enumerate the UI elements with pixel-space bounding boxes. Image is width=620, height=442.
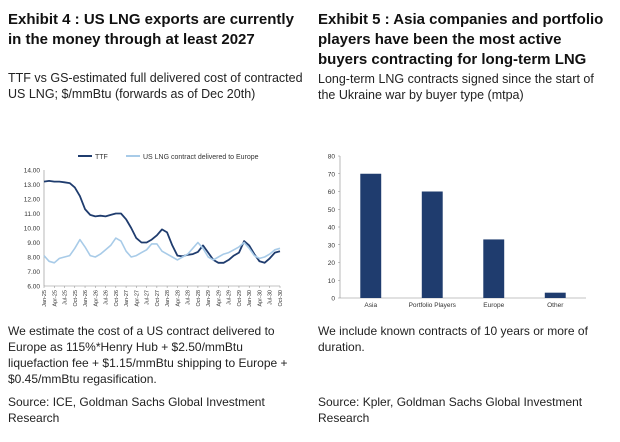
x-tick-label: Jul-29 <box>227 290 233 305</box>
exhibit-5-title: Exhibit 5 : Asia companies and portfolio… <box>318 11 604 68</box>
legend-label-1: US LNG contract delivered to Europe <box>143 154 259 161</box>
bar-portfolio-players <box>421 191 443 298</box>
legend-label-0: TTF <box>95 154 108 161</box>
y-tick-label: 8.00 <box>27 255 40 262</box>
y-tick-label: 9.00 <box>27 240 40 247</box>
x-tick-label: Jul-30 <box>268 290 274 305</box>
exhibit-4-panel: Exhibit 4 : US LNG exports are currently… <box>8 0 308 442</box>
x-tick-label: Apr-26 <box>93 290 99 307</box>
x-tick-label: Jan-29 <box>206 290 212 307</box>
x-tick-label: Jul-26 <box>104 290 110 305</box>
x-category-label: Portfolio Players <box>409 302 457 309</box>
y-tick-label: 70 <box>328 171 336 178</box>
x-tick-label: Jan-30 <box>247 290 253 307</box>
x-tick-label: Apr-27 <box>134 290 140 307</box>
x-category-label: Europe <box>483 302 504 309</box>
x-tick-label: Oct-26 <box>114 290 120 307</box>
x-tick-label: Oct-27 <box>155 290 161 307</box>
x-tick-label: Oct-28 <box>196 290 202 307</box>
exhibit-4-title: Exhibit 4 : US LNG exports are currently… <box>8 11 294 48</box>
y-tick-label: 12.00 <box>24 197 41 204</box>
exhibit-4-subtitle: TTF vs GS-estimated full delivered cost … <box>8 71 303 101</box>
x-tick-label: Apr-30 <box>257 290 263 307</box>
x-tick-label: Jan-28 <box>165 290 171 307</box>
x-tick-label: Apr-25 <box>52 290 58 307</box>
x-tick-label: Oct-30 <box>278 290 284 307</box>
y-tick-label: 7.00 <box>27 269 40 276</box>
exhibit-5-panel: Exhibit 5 : Asia companies and portfolio… <box>318 0 618 442</box>
bar-europe <box>483 239 505 298</box>
exhibit-4-line-chart: TTF US LNG contract delivered to Europe 14… <box>24 154 284 307</box>
x-tick-label: Jul-27 <box>145 290 151 305</box>
y-tick-label: 13.00 <box>24 182 41 189</box>
y-tick-label: 30 <box>328 242 336 249</box>
x-tick-label: Apr-28 <box>175 290 181 307</box>
y-tick-label: 10 <box>328 278 336 285</box>
x-tick-label: Jul-25 <box>63 290 69 305</box>
y-tick-label: 11.00 <box>24 211 40 218</box>
y-tick-label: 20 <box>328 260 336 267</box>
x-tick-label: Apr-29 <box>216 290 222 307</box>
exhibit-5-source: Source: Kpler, Goldman Sachs Global Inve… <box>318 395 583 425</box>
x-tick-label: Oct-25 <box>73 290 79 307</box>
x-category-label: Asia <box>364 302 377 309</box>
exhibit-5-note: We include known contracts of 10 years o… <box>318 324 588 354</box>
exhibit-4-note: We estimate the cost of a US contract de… <box>8 324 288 386</box>
x-tick-label: Jan-25 <box>42 290 48 307</box>
y-tick-label: 10.00 <box>24 226 41 233</box>
bar-asia <box>360 173 382 298</box>
x-tick-label: Jan-27 <box>124 290 130 307</box>
y-tick-label: 80 <box>328 154 336 161</box>
x-tick-label: Jul-28 <box>186 290 192 305</box>
exhibit-5-subtitle: Long-term LNG contracts signed since the… <box>318 72 594 102</box>
x-category-label: Other <box>547 302 564 309</box>
series-line-ttf <box>43 180 281 264</box>
exhibit-5-bar-chart: 80 70 60 50 40 30 20 10 0 Asia Portfolio Players Eu… <box>328 154 586 309</box>
x-tick-label: Oct-29 <box>237 290 243 307</box>
y-tick-label: 40 <box>328 225 336 232</box>
y-tick-label: 60 <box>328 189 336 196</box>
series-line-us-lng <box>43 237 281 264</box>
exhibit-4-source: Source: ICE, Goldman Sachs Global Invest… <box>8 395 265 425</box>
y-tick-label: 0 <box>331 296 335 303</box>
y-tick-label: 6.00 <box>27 284 40 291</box>
line-legend: TTF US LNG contract delivered to Europe <box>78 154 259 161</box>
y-tick-label: 50 <box>328 207 336 214</box>
y-tick-label: 14.00 <box>24 168 41 175</box>
bar-other <box>544 292 566 298</box>
x-tick-label: Jan-26 <box>83 290 89 307</box>
